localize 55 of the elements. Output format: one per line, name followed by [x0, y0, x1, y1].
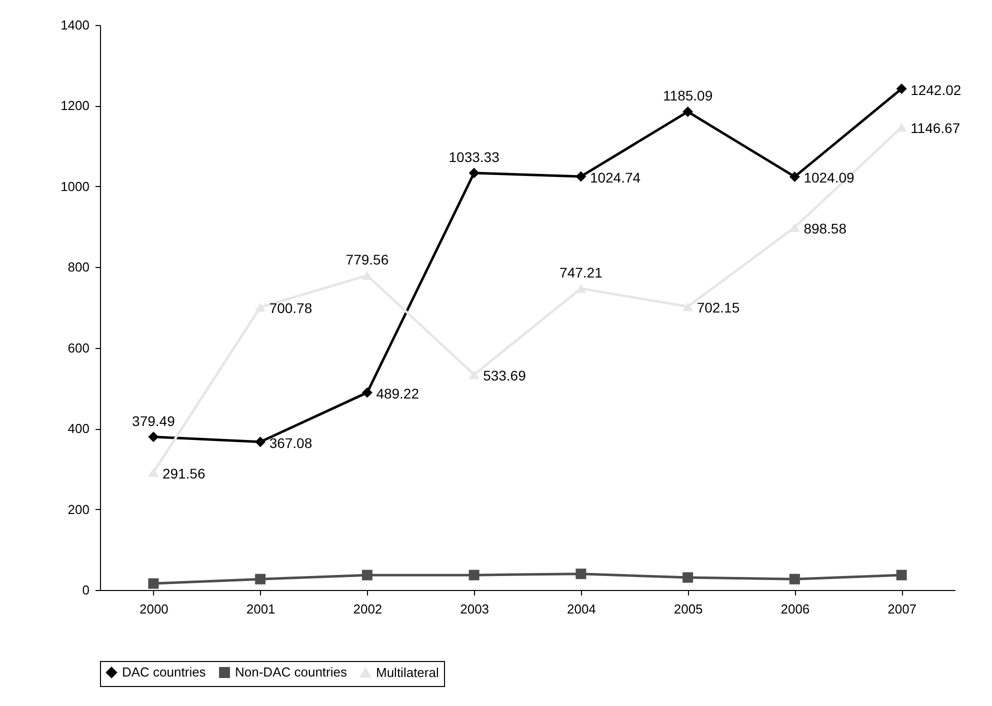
point — [682, 572, 694, 583]
point — [896, 84, 907, 94]
x-tick-label: 2002 — [353, 602, 382, 616]
x-tick-label: 2004 — [566, 602, 596, 616]
legend-label: DAC countries — [122, 664, 206, 680]
point — [255, 302, 266, 312]
y-tick-label: 1000 — [60, 178, 90, 194]
data-label: 291.56 — [162, 465, 206, 482]
point — [148, 578, 159, 589]
data-label: 1146.67 — [910, 120, 960, 136]
y-tick-label: 600 — [68, 340, 90, 356]
data-label: 1024.09 — [804, 170, 855, 186]
point — [576, 171, 586, 182]
legend-label: Non-DAC countries — [235, 664, 348, 680]
point — [468, 168, 480, 178]
point — [682, 106, 694, 117]
x-tick-label: 2005 — [674, 602, 703, 616]
point — [896, 570, 907, 580]
y-tick-label: 400 — [68, 421, 90, 436]
data-label: 533.69 — [483, 368, 526, 384]
point — [682, 302, 694, 312]
point — [148, 468, 159, 477]
data-label: 747.21 — [560, 264, 603, 280]
data-label: 702.15 — [696, 300, 740, 316]
x-tick-label: 2000 — [139, 602, 168, 616]
y-tick-label: 1200 — [60, 98, 90, 114]
data-label: 379.49 — [132, 412, 176, 429]
data-label: 779.56 — [346, 251, 389, 268]
point — [362, 387, 372, 398]
point — [576, 568, 586, 580]
point — [789, 171, 800, 182]
x-tick-label: 2003 — [460, 602, 490, 616]
data-label: 1242.02 — [910, 82, 962, 98]
point — [789, 574, 800, 584]
data-label: 700.78 — [269, 300, 312, 316]
point — [255, 436, 266, 448]
x-tick-label: 2007 — [888, 602, 917, 616]
point — [468, 570, 480, 580]
x-tick-label: 2001 — [246, 602, 276, 616]
legend-label: Multilateral — [376, 664, 439, 680]
y-tick-label: 800 — [68, 260, 90, 275]
data-label: 367.08 — [269, 434, 312, 451]
point — [255, 574, 266, 584]
data-label: 1033.33 — [448, 148, 500, 165]
point — [148, 432, 159, 442]
point — [362, 570, 372, 580]
data-label: 489.22 — [376, 386, 420, 402]
x-tick-label: 2006 — [780, 602, 810, 616]
point — [468, 370, 480, 380]
data-label: 1185.09 — [663, 88, 713, 104]
y-tick-label: 0 — [82, 582, 90, 598]
y-tick-label: 200 — [68, 502, 90, 517]
data-label: 1024.74 — [590, 169, 641, 186]
data-label: 898.58 — [804, 220, 847, 236]
y-tick-label: 1400 — [60, 18, 90, 32]
